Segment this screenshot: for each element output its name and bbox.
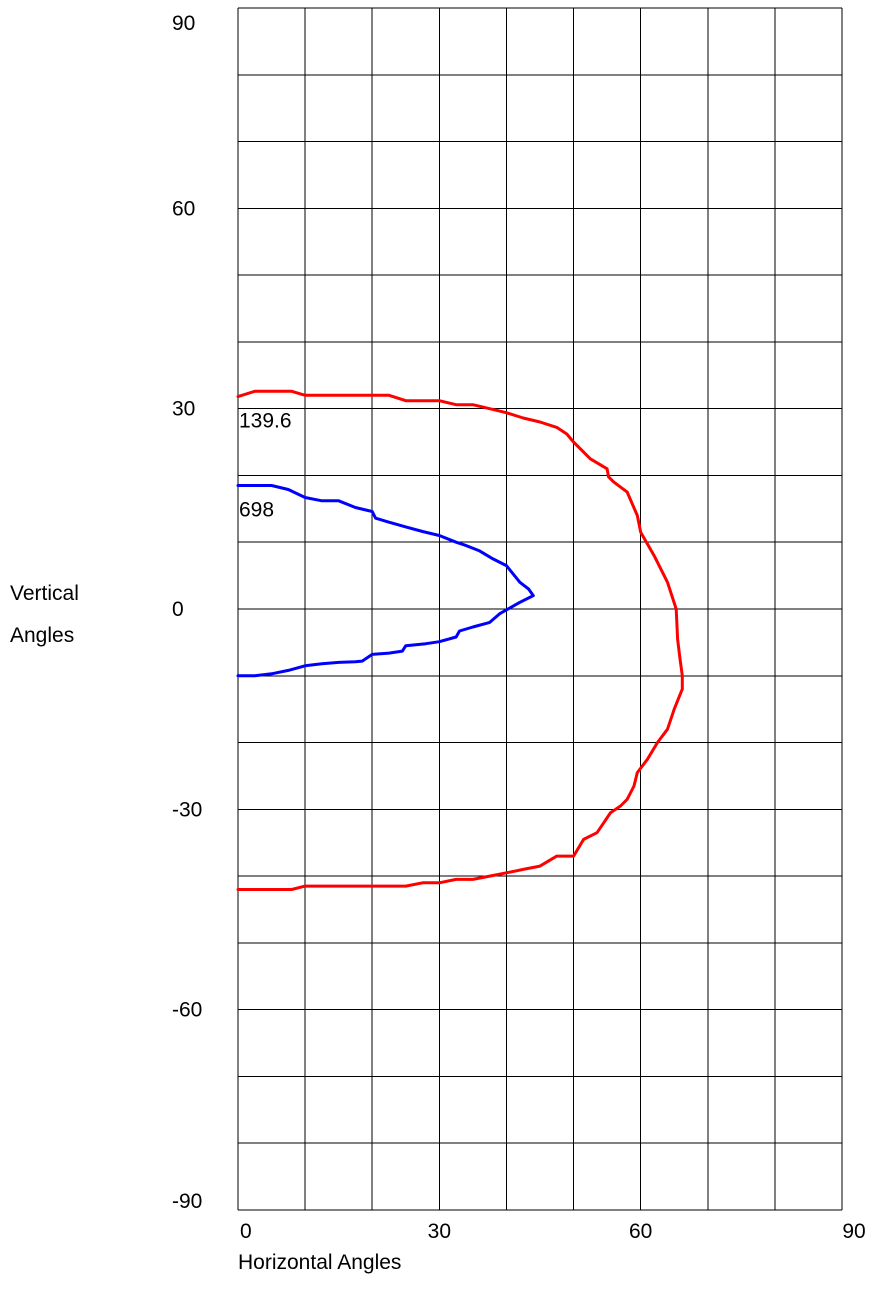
y-tick-label: 0: [172, 598, 184, 621]
y-axis-label-line1: Vertical: [10, 582, 79, 605]
y-tick-label: 90: [172, 12, 195, 35]
x-tick-label: 30: [428, 1220, 451, 1243]
y-tick-label: 30: [172, 398, 195, 421]
x-axis-label: Horizontal Angles: [238, 1251, 401, 1274]
y-tick-label: -90: [172, 1190, 202, 1213]
y-tick-label: -60: [172, 999, 202, 1022]
series-line-1: [236, 389, 684, 891]
series-line-2: [236, 484, 535, 678]
y-tick-label: -30: [172, 798, 202, 821]
y-tick-label: 60: [172, 197, 195, 220]
x-tick-label: 90: [842, 1220, 865, 1243]
axis-titles: Horizontal Angles Vertical Angles: [10, 582, 401, 1274]
tick-labels: 0 30 60 90 90 60 30 0 -30 -60 -90: [172, 12, 866, 1243]
x-tick-label: 60: [629, 1220, 652, 1243]
series-layer: 139.6 698: [236, 389, 684, 891]
x-tick-label: 0: [240, 1220, 252, 1243]
series-label-1: 139.6: [239, 410, 292, 433]
series-label-2: 698: [239, 498, 274, 521]
grid: [237, 7, 843, 1211]
y-axis-label-line2: Angles: [10, 624, 74, 647]
